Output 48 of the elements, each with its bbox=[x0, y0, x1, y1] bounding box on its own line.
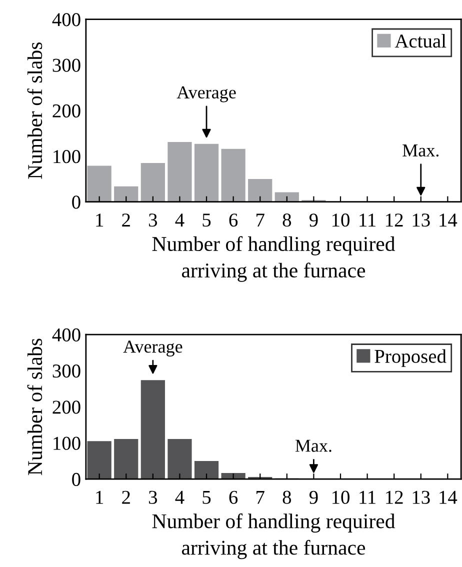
x-tick-label: 12 bbox=[386, 214, 403, 226]
x-tick-label: 2 bbox=[122, 490, 130, 504]
x-tick-label: 1 bbox=[96, 490, 104, 504]
y-tick-label: 200 bbox=[52, 104, 80, 118]
x-tick-label: 3 bbox=[148, 214, 158, 227]
y-tick-label: 100 bbox=[54, 150, 80, 164]
x-tick-label: 12 bbox=[386, 490, 403, 504]
x-tick-label: 10 bbox=[332, 214, 350, 227]
x-tick-label: 10 bbox=[332, 490, 350, 504]
x-tick-label: 7 bbox=[256, 490, 264, 504]
x-axis-title: Number of handling required arriving at the furnace bbox=[152, 513, 396, 560]
x-axis-title: Number of handling required arriving at the furnace bbox=[152, 236, 396, 282]
x-tick-label: 8 bbox=[282, 490, 292, 504]
y-tick-label: 0 bbox=[72, 472, 80, 486]
x-tick-label: 13 bbox=[412, 214, 430, 227]
x-tick-label: 6 bbox=[229, 214, 238, 227]
x-tick-label: 3 bbox=[148, 490, 158, 504]
x-tick-label: 4 bbox=[175, 490, 184, 504]
legend-label: Actual bbox=[394, 34, 446, 48]
x-tick-label: 5 bbox=[202, 214, 211, 227]
x-tick-label: 6 bbox=[229, 490, 238, 504]
legend-label: Proposed bbox=[374, 349, 446, 367]
y-tick-label: 100 bbox=[54, 436, 80, 450]
x-tick-label: 11 bbox=[360, 214, 376, 226]
x-tick-label: 9 bbox=[309, 214, 318, 227]
x-tick-label: 8 bbox=[282, 214, 292, 227]
x-tick-label: 4 bbox=[175, 214, 184, 226]
y-tick-label: 300 bbox=[52, 364, 80, 378]
x-tick-label: 9 bbox=[309, 490, 318, 504]
y-axis-title: Number of slabs bbox=[27, 338, 42, 476]
x-tick-label: 14 bbox=[440, 214, 458, 226]
y-tick-label: 400 bbox=[52, 13, 80, 26]
y-tick-label: 300 bbox=[52, 58, 80, 72]
x-tick-label: 14 bbox=[440, 490, 458, 504]
annotation: Average bbox=[123, 340, 182, 356]
x-tick-label: 2 bbox=[122, 214, 130, 226]
annotation: Max. bbox=[402, 144, 438, 157]
y-axis-title: Number of slabs bbox=[27, 42, 42, 179]
x-tick-label: 13 bbox=[412, 490, 430, 504]
x-tick-label: 11 bbox=[360, 490, 376, 504]
annotation: Max. bbox=[295, 440, 332, 452]
x-tick-label: 7 bbox=[256, 214, 264, 226]
x-tick-label: 5 bbox=[202, 490, 211, 504]
x-tick-label: 1 bbox=[96, 214, 104, 226]
annotation: Average bbox=[176, 86, 236, 102]
y-tick-label: 0 bbox=[72, 196, 80, 209]
y-tick-label: 200 bbox=[52, 400, 80, 414]
y-tick-label: 400 bbox=[52, 328, 80, 342]
